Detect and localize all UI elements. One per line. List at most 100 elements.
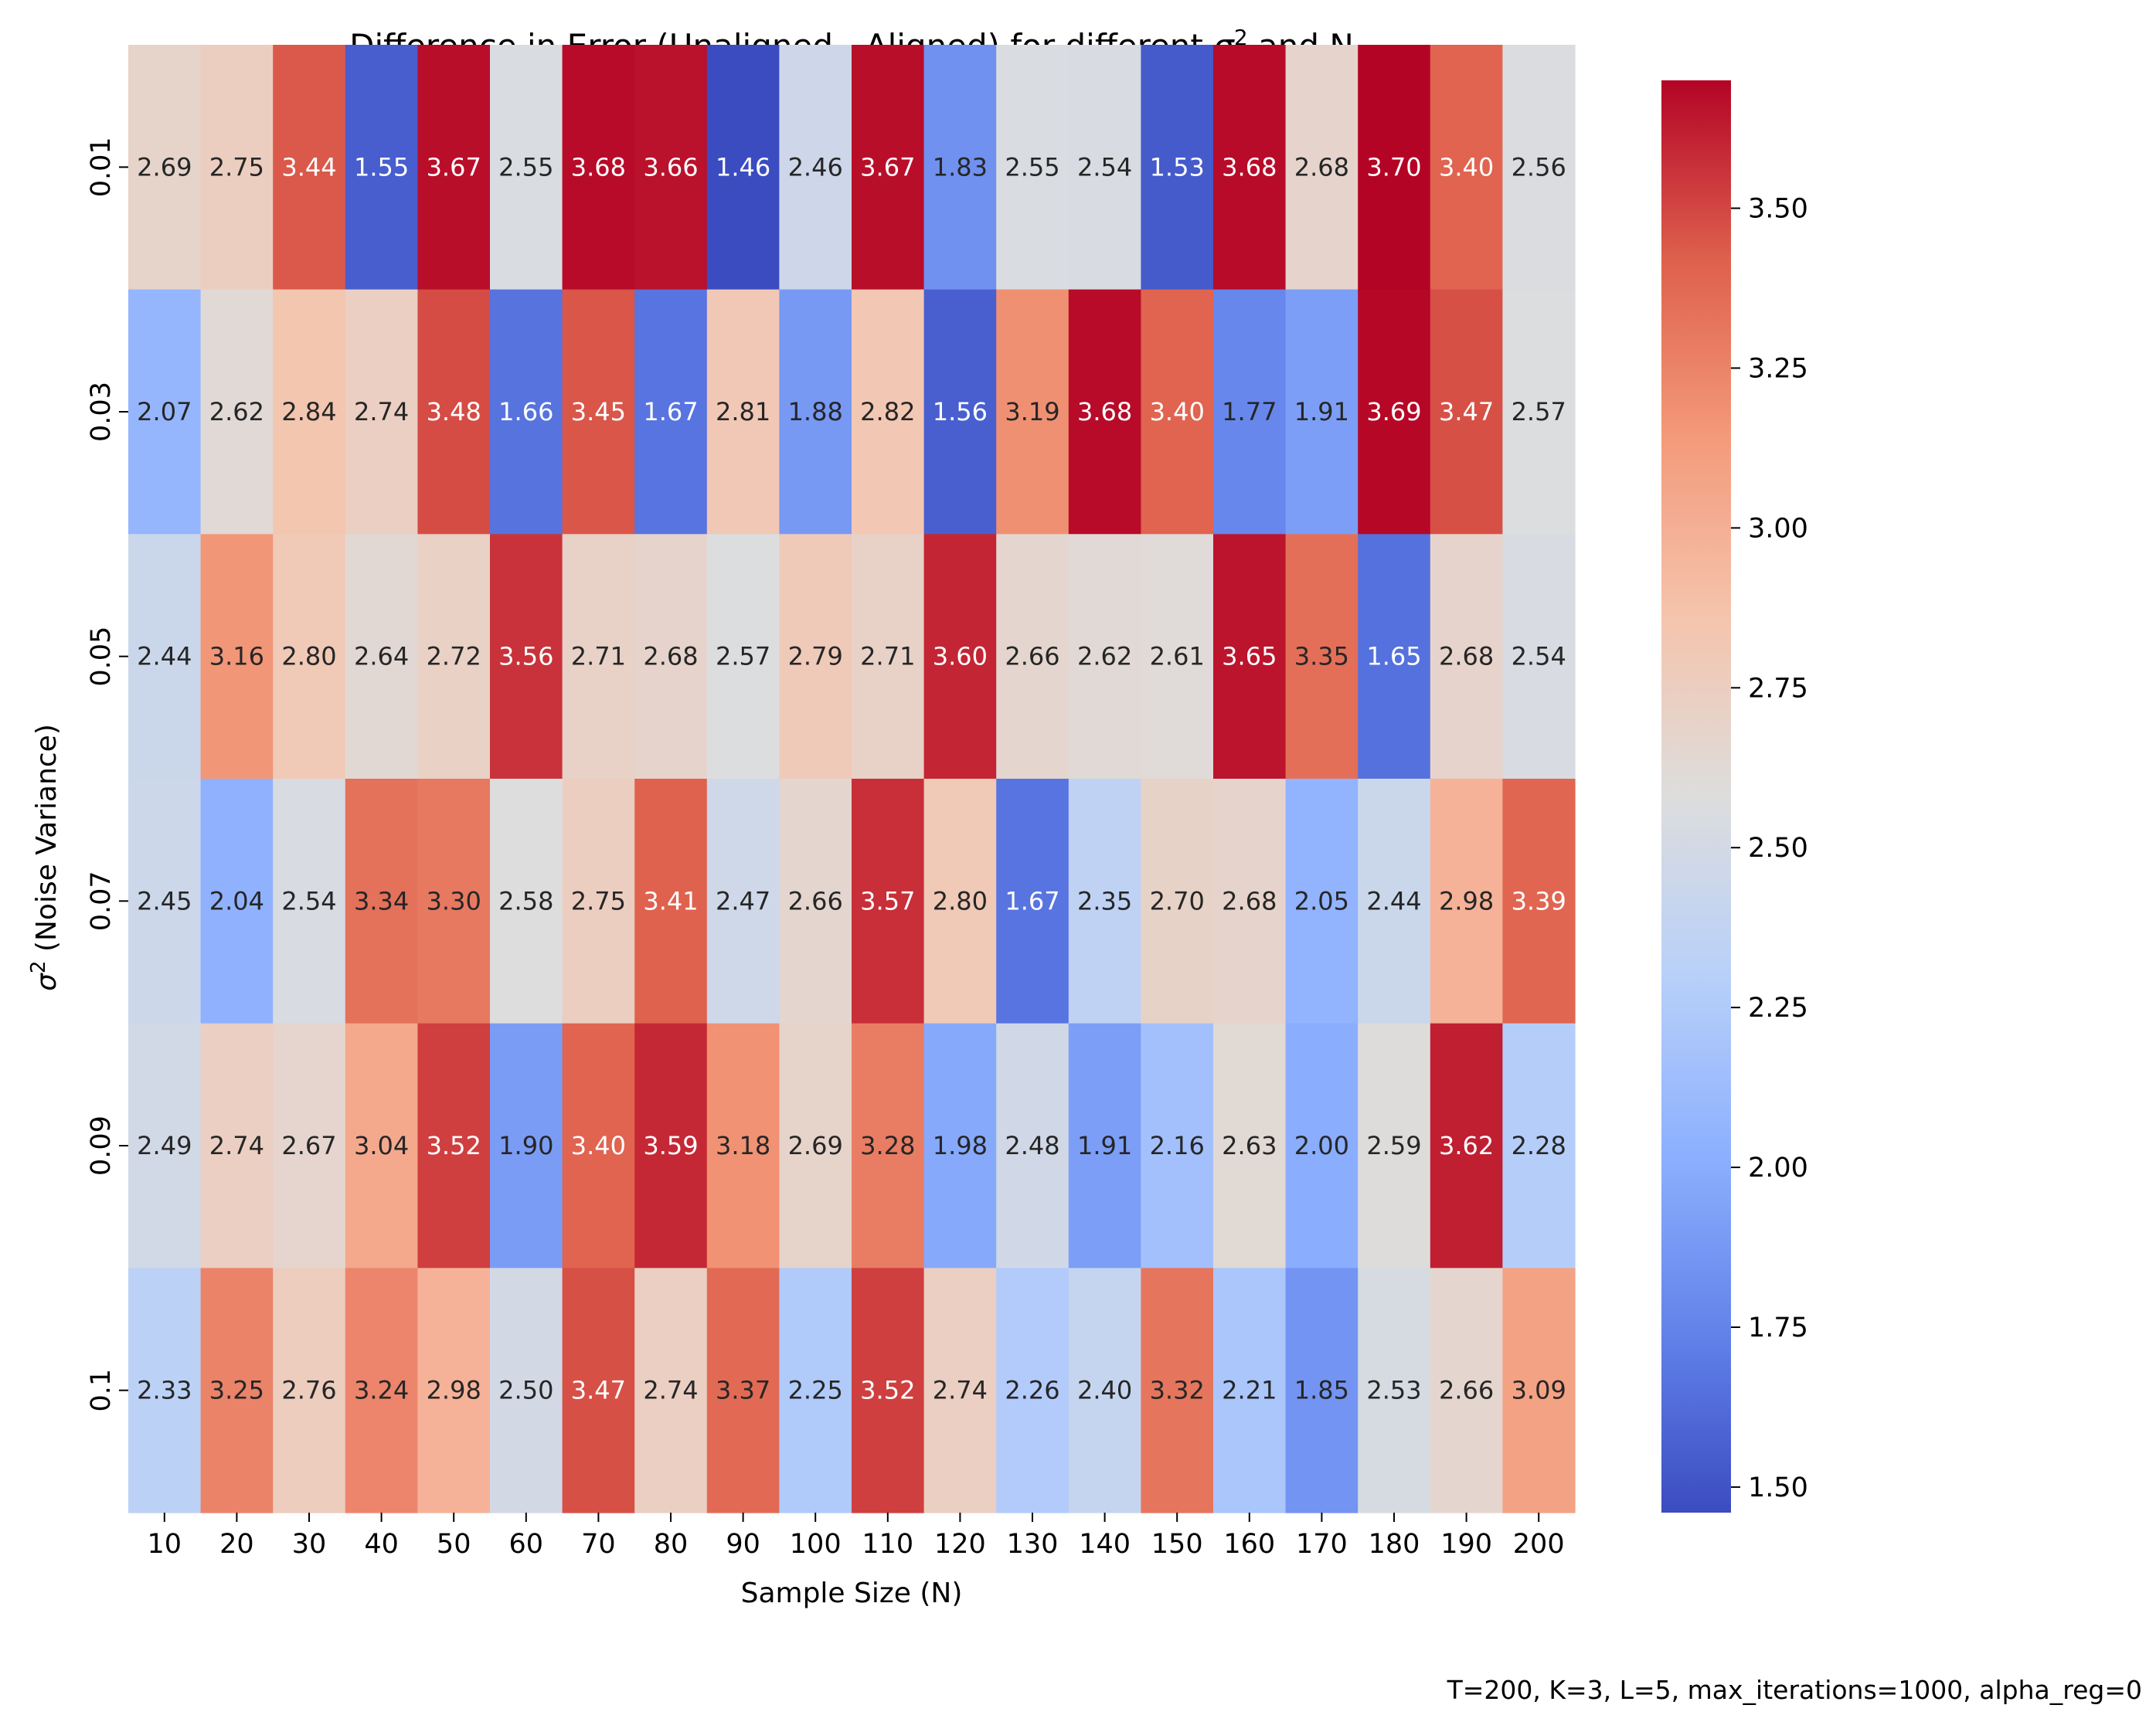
- heatmap-cell-r2-c16: [1285, 534, 1359, 779]
- heatmap-cell-r3-c16: [1285, 779, 1359, 1024]
- cell-value-r2-c9: 2.79: [788, 642, 843, 671]
- heatmap-cell-r0-c13: [1068, 45, 1141, 290]
- heatmap-cell-r2-c0: [128, 534, 202, 779]
- x-tick-label-7: 80: [654, 1529, 689, 1560]
- cell-value-r2-c16: 3.35: [1294, 642, 1349, 671]
- x-tick-label-13: 140: [1079, 1529, 1131, 1560]
- cell-value-r0-c0: 2.69: [137, 152, 192, 182]
- cell-value-r4-c7: 3.59: [643, 1131, 698, 1160]
- cell-value-r1-c4: 3.48: [427, 397, 481, 426]
- y-axis-ticks: 0.01 0.03 0.05 0.07 0.09 0.1: [86, 137, 128, 1412]
- heatmap-cell-r2-c4: [417, 534, 491, 779]
- heatmap-cell-r3-c10: [852, 779, 925, 1024]
- cell-value-r1-c13: 3.68: [1077, 397, 1132, 426]
- x-tick-label-8: 90: [726, 1529, 760, 1560]
- heatmap-cell-r4-c2: [273, 1023, 346, 1269]
- x-tick-label-11: 120: [934, 1529, 986, 1560]
- heatmap-cell-r3-c2: [273, 779, 346, 1024]
- title-superscript: 2: [1234, 25, 1248, 50]
- cell-value-r0-c17: 3.70: [1366, 152, 1421, 182]
- cell-value-r4-c12: 2.48: [1005, 1131, 1059, 1160]
- cell-value-r4-c10: 3.28: [860, 1131, 915, 1160]
- heatmap-cell-r0-c15: [1213, 45, 1287, 290]
- cell-value-r4-c17: 2.59: [1366, 1131, 1421, 1160]
- cell-value-r2-c4: 2.72: [427, 642, 481, 671]
- cell-value-r5-c18: 2.66: [1439, 1376, 1494, 1405]
- cell-value-r1-c14: 3.40: [1150, 397, 1205, 426]
- cell-value-r0-c16: 2.68: [1294, 152, 1349, 182]
- x-tick-label-9: 100: [790, 1529, 842, 1560]
- heatmap-cells: [128, 45, 1576, 1513]
- x-tick-label-15: 160: [1223, 1529, 1275, 1560]
- cell-value-r3-c5: 2.58: [498, 886, 553, 915]
- cell-value-r2-c1: 3.16: [209, 642, 264, 671]
- heatmap-cell-r5-c13: [1068, 1268, 1141, 1513]
- y-tick-label-0: 0.01: [86, 137, 117, 197]
- x-tick-label-12: 130: [1007, 1529, 1059, 1560]
- heatmap-cell-r4-c19: [1502, 1023, 1576, 1269]
- cell-value-r4-c9: 2.69: [788, 1131, 843, 1160]
- heatmap-cell-r1-c15: [1213, 289, 1287, 535]
- heatmap-cell-r0-c19: [1502, 45, 1576, 290]
- heatmap-cell-r2-c8: [706, 534, 780, 779]
- heatmap-cell-r1-c0: [128, 289, 202, 535]
- heatmap-cell-r5-c14: [1141, 1268, 1214, 1513]
- heatmap-cell-r5-c6: [562, 1268, 635, 1513]
- heatmap-cell-r3-c15: [1213, 779, 1287, 1024]
- cell-value-r1-c16: 1.91: [1294, 397, 1349, 426]
- heatmap-cell-r4-c8: [706, 1023, 780, 1269]
- y-label-suffix: (Noise Variance): [31, 724, 63, 960]
- x-tick-label-4: 50: [437, 1529, 471, 1560]
- heatmap-cell-r0-c9: [779, 45, 852, 290]
- cell-value-r3-c18: 2.98: [1439, 886, 1494, 915]
- heatmap-cell-r1-c12: [996, 289, 1069, 535]
- heatmap-cell-r2-c6: [562, 534, 635, 779]
- cell-value-r0-c1: 2.75: [209, 152, 264, 182]
- y-tick-label-5: 0.1: [86, 1369, 117, 1412]
- heatmap-cell-r4-c15: [1213, 1023, 1287, 1269]
- heatmap-cell-r1-c14: [1141, 289, 1214, 535]
- cell-value-r0-c12: 2.55: [1005, 152, 1059, 182]
- heatmap-cell-r0-c2: [273, 45, 346, 290]
- heatmap-cell-r3-c5: [490, 779, 563, 1024]
- heatmap-cell-r1-c1: [200, 289, 274, 535]
- heatmap-cell-r4-c18: [1430, 1023, 1503, 1269]
- heatmap-cell-r5-c17: [1358, 1268, 1431, 1513]
- cell-value-r4-c4: 3.52: [427, 1131, 481, 1160]
- colorbar-tick-label-6: 3.00: [1748, 513, 1808, 544]
- heatmap-cell-r4-c11: [923, 1023, 997, 1269]
- cell-value-r5-c1: 3.25: [209, 1376, 264, 1405]
- heatmap-cell-r3-c17: [1358, 779, 1431, 1024]
- heatmap-cell-r3-c18: [1430, 779, 1503, 1024]
- cell-value-r4-c5: 1.90: [498, 1131, 553, 1160]
- heatmap-cell-r5-c9: [779, 1268, 852, 1513]
- heatmap-cell-r4-c12: [996, 1023, 1069, 1269]
- cell-value-r3-c7: 3.41: [643, 886, 698, 915]
- cell-value-r3-c15: 2.68: [1222, 886, 1277, 915]
- heatmap-cell-r2-c13: [1068, 534, 1141, 779]
- cell-value-r4-c6: 3.40: [571, 1131, 626, 1160]
- heatmap-cell-r5-c0: [128, 1268, 202, 1513]
- cell-value-r3-c11: 2.80: [933, 886, 988, 915]
- cell-value-r5-c15: 2.21: [1222, 1376, 1277, 1405]
- heatmap-cell-r0-c0: [128, 45, 202, 290]
- heatmap-cell-r4-c17: [1358, 1023, 1431, 1269]
- heatmap-cell-r1-c18: [1430, 289, 1503, 535]
- y-label-sigma: σ: [31, 973, 63, 991]
- cell-value-r3-c9: 2.66: [788, 886, 843, 915]
- cell-value-r4-c16: 2.00: [1294, 1131, 1349, 1160]
- cell-value-r0-c11: 1.83: [933, 152, 988, 182]
- cell-value-r5-c14: 3.32: [1150, 1376, 1205, 1405]
- heatmap-cell-r3-c0: [128, 779, 202, 1024]
- x-tick-label-16: 170: [1296, 1529, 1348, 1560]
- heatmap-cell-r2-c15: [1213, 534, 1287, 779]
- colorbar-gradient: [1661, 80, 1731, 1513]
- y-tick-label-4: 0.09: [86, 1116, 117, 1176]
- heatmap-cell-r2-c1: [200, 534, 274, 779]
- heatmap-cell-r4-c1: [200, 1023, 274, 1269]
- colorbar-tick-label-3: 2.25: [1748, 993, 1808, 1024]
- heatmap-cell-r1-c2: [273, 289, 346, 535]
- heatmap-cell-r3-c3: [345, 779, 418, 1024]
- heatmap-cell-r1-c4: [417, 289, 491, 535]
- heatmap-cell-r0-c5: [490, 45, 563, 290]
